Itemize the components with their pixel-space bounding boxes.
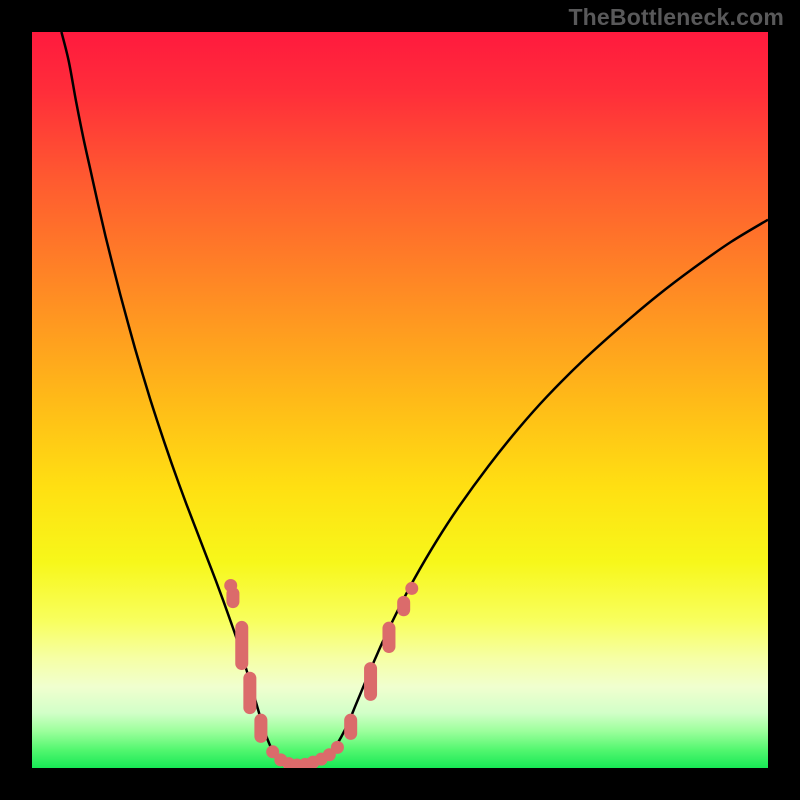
plot-area	[32, 32, 768, 768]
curve-marker-dot	[224, 579, 237, 592]
curve-marker-dot	[331, 741, 344, 754]
gradient-background	[32, 32, 768, 768]
curve-marker-dot	[405, 582, 418, 595]
watermark-text: TheBottleneck.com	[568, 4, 784, 31]
chart-frame: TheBottleneck.com	[0, 0, 800, 800]
chart-svg	[32, 32, 768, 768]
